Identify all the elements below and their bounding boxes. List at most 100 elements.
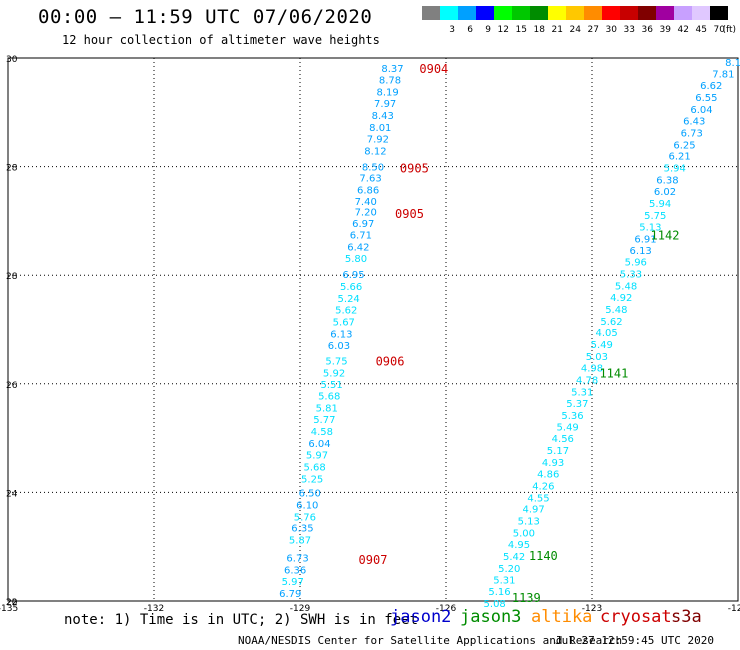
swh-value: 5.51	[321, 380, 343, 391]
swh-value: 4.98	[581, 364, 603, 375]
x-tick-label: -129	[290, 604, 311, 612]
swh-value: 6.13	[330, 329, 352, 340]
legend-tick-label: 33	[624, 25, 635, 35]
swh-value: 6.43	[683, 116, 705, 127]
legend-swatch	[602, 6, 620, 20]
x-tick-label: -135	[0, 604, 18, 612]
y-tick-label: 22	[6, 598, 17, 608]
swh-value: 5.62	[335, 305, 357, 316]
swh-value: 7.81	[712, 70, 734, 81]
swh-value: 4.86	[537, 469, 559, 480]
legend-swatch	[656, 6, 674, 20]
legend-altika: altika	[531, 607, 593, 627]
swh-value: 5.76	[294, 512, 316, 523]
swh-value: 5.37	[566, 399, 588, 410]
swh-value: 4.95	[508, 540, 530, 551]
y-tick-label: 20	[6, 598, 18, 608]
swh-value: 6.55	[695, 93, 717, 104]
pass-time-label: 1140	[529, 549, 558, 563]
legend-swatch	[422, 6, 440, 20]
swh-value: 5.08	[484, 599, 506, 610]
legend-tick-label: 39	[660, 25, 672, 35]
y-tick-label: 28	[6, 164, 18, 174]
swh-value: 6.04	[690, 105, 712, 116]
legend-swatch	[512, 6, 530, 20]
swh-value: 4.92	[610, 293, 632, 304]
swh-value: 4.55	[527, 493, 549, 504]
swh-value: 5.97	[282, 577, 304, 588]
legend-swatch	[476, 6, 494, 20]
swh-value: 5.80	[345, 254, 367, 265]
x-tick-label: -120	[728, 604, 740, 612]
swh-value: 5.31	[571, 387, 593, 398]
swh-value: 5.13	[639, 222, 661, 233]
swh-value: 8.37	[381, 64, 403, 75]
footer-timestamp: Jul 27 12:59:45 UTC 2020	[555, 634, 714, 647]
legend-tick-label: 12	[498, 25, 509, 35]
swh-value: 7.40	[355, 197, 377, 208]
legend-tick-label: 3	[449, 25, 455, 35]
swh-value: 6.86	[357, 185, 379, 196]
swh-value: 5.17	[547, 446, 569, 457]
swh-value: 6.50	[299, 488, 321, 499]
footer-credit: NOAA/NESDIS Center for Satellite Applica…	[238, 634, 623, 647]
legend-swatch	[440, 6, 458, 20]
swh-value: 5.94	[664, 164, 686, 175]
legend-tick-label: 18	[534, 25, 546, 35]
swh-value: 6.62	[700, 81, 722, 92]
swh-value: 6.71	[350, 230, 372, 241]
legend-tick-label: 24	[570, 25, 582, 35]
swh-value: 7.63	[359, 173, 381, 184]
swh-value: 5.48	[605, 305, 627, 316]
legend-swatch	[638, 6, 656, 20]
legend-tick-label: 9	[485, 25, 491, 35]
swh-value: 6.35	[291, 524, 313, 535]
swh-value: 6.42	[347, 242, 369, 253]
swh-value: 5.36	[561, 411, 583, 422]
swh-value: 5.81	[316, 404, 338, 415]
pass-time-label: 0907	[359, 553, 388, 567]
pass-time-label: 1141	[599, 366, 628, 380]
swh-value: 5.87	[289, 536, 311, 547]
swh-value: 5.96	[625, 258, 647, 269]
legend-swatch	[692, 6, 710, 20]
swh-value: 4.26	[532, 481, 554, 492]
swh-value: 5.49	[591, 340, 613, 351]
swh-value: 6.73	[286, 554, 308, 565]
legend-swatch	[530, 6, 548, 20]
swh-value: 5.00	[513, 529, 535, 540]
swh-value: 6.04	[308, 439, 330, 450]
swh-value: 6.02	[654, 187, 676, 198]
pass-time-label: 1139	[512, 591, 541, 605]
y-tick-label: 24	[6, 489, 18, 499]
swh-value: 7.20	[355, 208, 377, 219]
legend-tick-label: 36	[642, 25, 654, 35]
legend-swatch	[584, 6, 602, 20]
legend-tick-label: 42	[678, 25, 689, 35]
swh-value: 4.97	[522, 505, 544, 516]
y-tick-label: 28	[6, 272, 18, 282]
swh-value: 4.56	[552, 434, 574, 445]
swh-value: 5.49	[557, 423, 579, 434]
legend-tick-label: 27	[588, 25, 599, 35]
swh-value: 5.33	[620, 270, 642, 281]
legend-swatch	[548, 6, 566, 20]
legend-s3a: s3a	[671, 607, 702, 627]
legend-swatch	[566, 6, 584, 20]
swh-value: 5.97	[306, 450, 328, 461]
swh-value: 6.79	[279, 589, 301, 600]
x-tick-label: -132	[144, 604, 164, 612]
x-tick-label: -123	[582, 604, 602, 612]
swh-value: 6.36	[284, 566, 306, 577]
swh-value: 5.24	[338, 294, 360, 305]
swh-value: 6.21	[668, 152, 690, 163]
swh-value: 8.43	[372, 111, 394, 122]
y-tick-label: 26	[6, 381, 18, 391]
swh-value: 5.75	[644, 211, 666, 222]
swh-value: 5.48	[615, 282, 637, 293]
pass-time-label: 0905	[395, 207, 424, 221]
swh-value: 5.13	[518, 517, 540, 528]
legend-swatch	[710, 6, 728, 20]
swh-value: 5.67	[333, 317, 355, 328]
